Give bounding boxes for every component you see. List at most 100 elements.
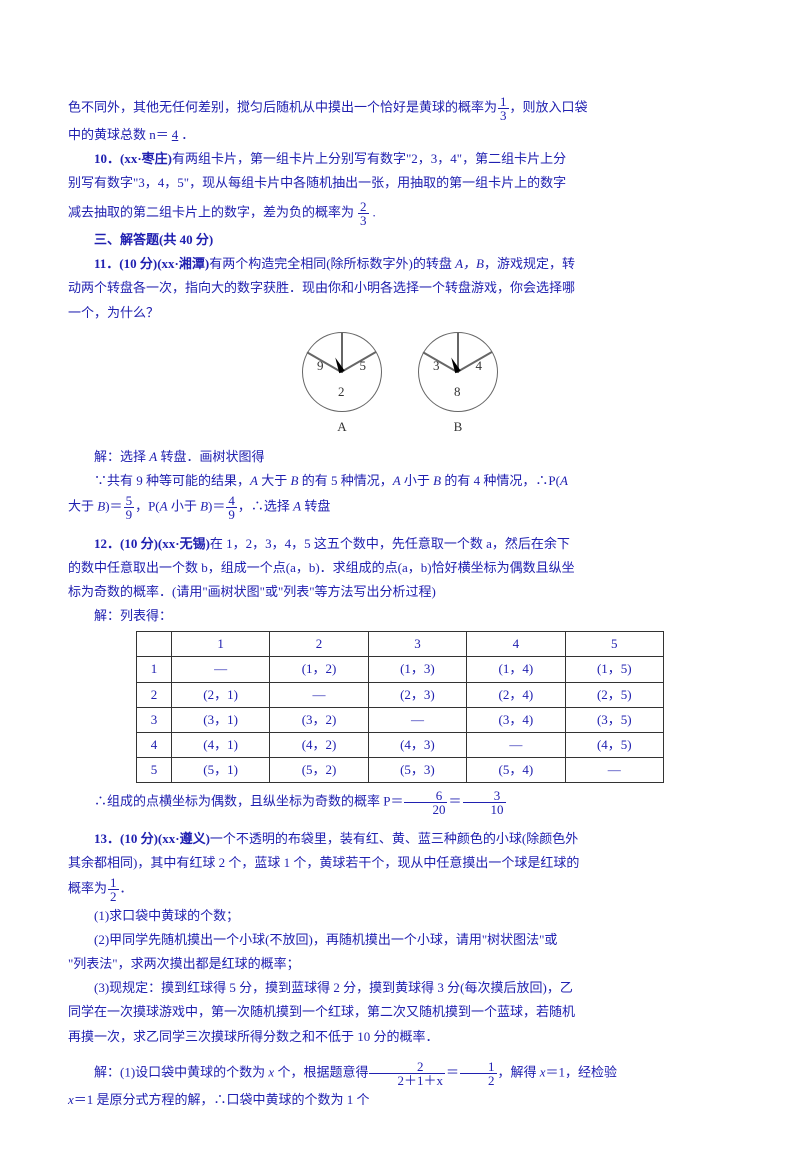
sfn: 2 xyxy=(369,1060,445,1074)
s1e13: ＝1 是原分式方程的解，∴口袋中黄球的个数为 1 个 xyxy=(74,1092,370,1107)
table-cell: (5，2) xyxy=(270,757,368,782)
q9-line2: 中的黄球总数 n＝4． xyxy=(68,124,732,146)
sfn2: 1 xyxy=(460,1060,497,1074)
q11-ab: A，B xyxy=(455,256,484,271)
table-cell: (4，1) xyxy=(171,732,269,757)
f2n: 4 xyxy=(226,494,237,508)
cn1: 6 xyxy=(404,789,447,803)
q13-lbl: 13．(10 分)(xx·遵义) xyxy=(94,831,210,846)
cd1: 20 xyxy=(404,803,447,816)
q12: 12．(10 分)(xx·无锡)在 1，2，3，4，5 这五个数中，先任意取一个… xyxy=(68,533,732,555)
q13-p2b: "列表法"，求两次摸出都是红球的概率； xyxy=(68,953,732,975)
s2g: )＝ xyxy=(105,498,122,513)
q13-sol: 解：(1)设口袋中黄球的个数为 x 个，根据题意得22＋1＋x＝12，解得 x＝… xyxy=(68,1060,732,1087)
q10-label: 10．(xx·枣庄) xyxy=(94,151,172,166)
q13-b1: 一个不透明的布袋里，装有红、黄、蓝三种颜色的小球(除颜色外 xyxy=(210,831,578,846)
q11-sol1: 解：选择 A 转盘．画树状图得 xyxy=(68,446,732,468)
q11-sol3: 大于 B)＝59，P(A 小于 B)＝49，∴选择 A 转盘 xyxy=(68,494,732,521)
table-cell: (1，4) xyxy=(467,657,565,682)
table-cell: (2，1) xyxy=(171,682,269,707)
s1: 解：选择 xyxy=(94,449,149,464)
fd: 3 xyxy=(358,214,369,227)
frac-3-10: 310 xyxy=(463,789,506,816)
frac-4-9: 49 xyxy=(226,494,237,521)
q13-sol2: x＝1 是原分式方程的解，∴口袋中黄球的个数为 1 个 xyxy=(68,1089,732,1111)
table-cell: (5，4) xyxy=(467,757,565,782)
table-cell: — xyxy=(270,682,368,707)
q10: 10．(xx·枣庄)有两组卡片，第一组卡片上分别写有数字"2，3，4"，第二组卡… xyxy=(68,148,732,170)
table-cell: (4，2) xyxy=(270,732,368,757)
q9-answer: 4 xyxy=(169,127,182,142)
table-cell: (3，1) xyxy=(171,707,269,732)
seq: ＝ xyxy=(446,1064,459,1079)
table-cell: — xyxy=(171,657,269,682)
table-header xyxy=(137,632,172,657)
q13-p3a: (3)现规定：摸到红球得 5 分，摸到蓝球得 2 分，摸到黄球得 3 分(每次摸… xyxy=(68,977,732,999)
s2k: ，∴选择 xyxy=(238,498,293,513)
q9-line1: 色不同外，其他无任何差别，搅匀后随机从中摸出一个恰好是黄球的概率为13，则放入口… xyxy=(68,95,732,122)
s2j: )＝ xyxy=(208,498,225,513)
table-cell: 1 xyxy=(137,657,172,682)
f1d: 9 xyxy=(124,508,135,521)
s2d: 小于 xyxy=(401,473,434,488)
pd: 2 xyxy=(108,890,119,903)
q13-p2a: (2)甲同学先随机摸出一个小球(不放回)，再随机摸出一个小球，请用"树状图法"或 xyxy=(68,929,732,951)
q13-b3t: 概率为 xyxy=(68,881,107,896)
q13-p1: (1)求口袋中黄球的个数； xyxy=(68,905,732,927)
sfd: 2＋1＋x xyxy=(369,1074,445,1087)
q11-b3: 动两个转盘各一次，指向大的数字获胜．现由你和小明各选择一个转盘游戏，你会选择哪 xyxy=(68,277,732,299)
q13-b2: 其余都相同)，其中有红球 2 个，蓝球 1 个，黄球若干个，现从中任意摸出一个球… xyxy=(68,852,732,874)
frac-n: 1 xyxy=(498,95,509,109)
q11: 11．(10 分)(xx·湘潭)有两个构造完全相同(除所标数字外)的转盘 A，B… xyxy=(68,253,732,275)
q10-b1: 有两组卡片，第一组卡片上分别写有数字"2，3，4"，第二组卡片上分 xyxy=(172,151,566,166)
f1n: 5 xyxy=(124,494,135,508)
eq: ＝ xyxy=(448,793,461,808)
s2e: 的有 4 种情况，∴P( xyxy=(441,473,560,488)
q12-b1: 在 1，2，3，4，5 这五个数中，先任意取一个数 a，然后在余下 xyxy=(210,536,570,551)
table-cell: (1，3) xyxy=(368,657,466,682)
cd2: 10 xyxy=(463,803,506,816)
spinner-a: 9 5 2 A xyxy=(302,332,382,438)
q9-period: ． xyxy=(181,127,194,142)
q10-l2: 别写有数字"3，4，5"，现从每组卡片中各随机抽出一张，用抽取的第一组卡片上的数… xyxy=(68,172,732,194)
spinA-label: A xyxy=(302,416,382,438)
table-header: 3 xyxy=(368,632,466,657)
table-cell: (1，5) xyxy=(565,657,663,682)
q12-table: 12345 1—(1，2)(1，3)(1，4)(1，5)2(2，1)—(2，3)… xyxy=(136,631,664,783)
table-header: 1 xyxy=(171,632,269,657)
q11-b1: 有两个构造完全相同(除所标数字外)的转盘 xyxy=(209,256,455,271)
s2c: 的有 5 种情况， xyxy=(298,473,392,488)
table-cell: (2，5) xyxy=(565,682,663,707)
frac-2-3: 23 xyxy=(358,200,369,227)
q10-ans: 23 xyxy=(354,205,373,220)
frac-6-20: 620 xyxy=(404,789,447,816)
sfd2: 2 xyxy=(460,1074,497,1087)
q12-sol: 解：列表得： xyxy=(68,605,732,627)
cn2: 3 xyxy=(463,789,506,803)
frac-1-3: 13 xyxy=(498,95,509,122)
table-cell: — xyxy=(467,732,565,757)
spinB-3: 3 xyxy=(433,355,440,377)
table-cell: 3 xyxy=(137,707,172,732)
table-header: 5 xyxy=(565,632,663,657)
s1b13: 个，根据题意得 xyxy=(274,1064,368,1079)
table-cell: (2，3) xyxy=(368,682,466,707)
s2h: ，P( xyxy=(135,498,160,513)
spinB-label: B xyxy=(418,416,498,438)
fn: 2 xyxy=(358,200,369,214)
section-3-title: 三、解答题(共 40 分) xyxy=(68,229,732,251)
table-cell: (3，5) xyxy=(565,707,663,732)
p13p: ． xyxy=(120,881,133,896)
pn: 1 xyxy=(108,876,119,890)
s2i: 小于 xyxy=(168,498,201,513)
table-cell: (1，2) xyxy=(270,657,368,682)
table-cell: (3，2) xyxy=(270,707,368,732)
f2d: 9 xyxy=(226,508,237,521)
spinB-4: 4 xyxy=(476,355,483,377)
s1b: 转盘．画树状图得 xyxy=(157,449,264,464)
s1a13: 解：(1)设口袋中黄球的个数为 xyxy=(94,1064,268,1079)
table-cell: (5，3) xyxy=(368,757,466,782)
q9-tail: ，则放入口袋 xyxy=(510,99,588,114)
q9-text1: 色不同外，其他无任何差别，搅匀后随机从中摸出一个恰好是黄球的概率为 xyxy=(68,99,497,114)
spinner-diagram: 9 5 2 A 3 4 8 B xyxy=(68,332,732,438)
